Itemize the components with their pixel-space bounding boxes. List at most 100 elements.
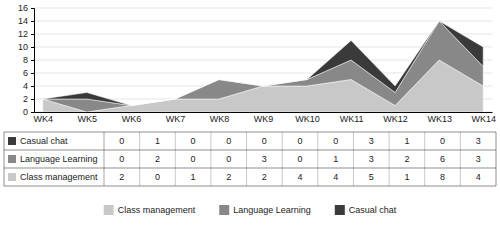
- table-cell: 2: [119, 172, 124, 182]
- tick-label: WK9: [254, 114, 274, 124]
- table-rule: [139, 132, 140, 186]
- table-rule: [4, 132, 496, 133]
- legend-swatch: [335, 205, 345, 215]
- tick: WK11: [340, 112, 364, 124]
- table-row-label: Class management: [20, 172, 98, 182]
- tick-label: WK11: [340, 114, 364, 124]
- table-cell: 3: [476, 136, 481, 146]
- tick-label: 12: [18, 29, 28, 39]
- legend-swatch: [104, 205, 114, 215]
- table-cell: 0: [191, 136, 196, 146]
- grid-line: [34, 21, 492, 22]
- table-swatch: [8, 173, 16, 181]
- legend-label: Casual chat: [349, 205, 397, 215]
- tick-label: WK7: [166, 114, 186, 124]
- table-cell: 2: [155, 154, 160, 164]
- table-cell: 3: [369, 154, 374, 164]
- legend-item: Casual chat: [335, 205, 397, 215]
- tick-mark: [31, 8, 34, 9]
- tick-mark: [31, 99, 34, 100]
- tick: WK4: [34, 112, 54, 124]
- legend-swatch: [219, 205, 229, 215]
- tick: WK6: [122, 112, 142, 124]
- tick-label: WK5: [78, 114, 98, 124]
- tick-label: WK14: [471, 114, 496, 124]
- table-row-label: Language Learning: [20, 154, 98, 164]
- legend-item: Language Learning: [219, 205, 311, 215]
- table-rule: [4, 150, 496, 151]
- table-cell: 4: [297, 172, 302, 182]
- tick-label: 14: [18, 16, 28, 26]
- tick: 4: [23, 81, 34, 91]
- tick: WK13: [427, 112, 452, 124]
- table-rule: [317, 132, 318, 186]
- area: [43, 21, 483, 106]
- table-cell: 0: [297, 154, 302, 164]
- tick-mark: [31, 47, 34, 48]
- grid-line: [34, 8, 492, 9]
- table-rule: [4, 186, 496, 187]
- table-cell: 0: [226, 154, 231, 164]
- table-rule: [175, 132, 176, 186]
- table-cell: 4: [476, 172, 481, 182]
- tick-label: 8: [23, 55, 28, 65]
- tick-label: 16: [18, 3, 28, 13]
- table-rule: [496, 132, 497, 186]
- table-cell: 0: [119, 154, 124, 164]
- tick-label: 0: [23, 107, 28, 117]
- table-swatch: [8, 137, 16, 145]
- chart: 0246810121416WK4WK5WK6WK7WK8WK9WK10WK11W…: [0, 0, 500, 244]
- tick-label: WK6: [122, 114, 142, 124]
- tick: WK8: [210, 112, 230, 124]
- tick-mark: [31, 112, 34, 113]
- tick: 16: [18, 3, 34, 13]
- tick: 0: [23, 107, 34, 117]
- table-rule: [389, 132, 390, 186]
- tick: WK5: [78, 112, 98, 124]
- table-rule: [353, 132, 354, 186]
- tick: 2: [23, 94, 34, 104]
- tick: 10: [18, 42, 34, 52]
- axis-line: [35, 112, 493, 113]
- table-cell: 8: [440, 172, 445, 182]
- tick-mark: [31, 86, 34, 87]
- tick-label: WK12: [383, 114, 408, 124]
- table-cell: 0: [262, 136, 267, 146]
- table-rule: [424, 132, 425, 186]
- legend-label: Class management: [118, 205, 196, 215]
- tick-label: 6: [23, 68, 28, 78]
- table-cell: 2: [404, 154, 409, 164]
- table-cell: 0: [333, 136, 338, 146]
- tick: 6: [23, 68, 34, 78]
- legend-label: Language Learning: [233, 205, 311, 215]
- table-rule: [4, 132, 5, 186]
- tick-label: 2: [23, 94, 28, 104]
- tick: 12: [18, 29, 34, 39]
- table-rule: [460, 132, 461, 186]
- area: [43, 21, 483, 112]
- tick-label: WK4: [34, 114, 54, 124]
- axis-line: [31, 9, 35, 113]
- table-cell: 0: [155, 172, 160, 182]
- tick-label: 4: [23, 81, 28, 91]
- x-axis: WK4 WK5 WK6 WK7 WK8 WK9 WK10 WK11 WK12 WK13 WK14: [34, 112, 496, 124]
- table-cell: 6: [440, 154, 445, 164]
- tick-label: WK8: [210, 114, 230, 124]
- legend-item: Class management: [104, 205, 196, 215]
- tick: 14: [18, 16, 34, 26]
- table-rule: [104, 132, 105, 186]
- tick-label: WK10: [295, 114, 320, 124]
- y-axis: 0 2 4 6 8 10 12 14 16: [18, 3, 35, 117]
- grid-line: [34, 34, 492, 35]
- tick: WK14: [471, 112, 496, 124]
- tick-label: 10: [18, 42, 28, 52]
- table-cell: 1: [404, 136, 409, 146]
- plot-area: [43, 21, 483, 112]
- table-cell: 2: [226, 172, 231, 182]
- table-rule: [282, 132, 283, 186]
- table-cell: 1: [333, 154, 338, 164]
- table-row-label: Casual chat: [20, 136, 68, 146]
- tick: WK9: [254, 112, 274, 124]
- table-cell: 4: [333, 172, 338, 182]
- table-rule: [246, 132, 247, 186]
